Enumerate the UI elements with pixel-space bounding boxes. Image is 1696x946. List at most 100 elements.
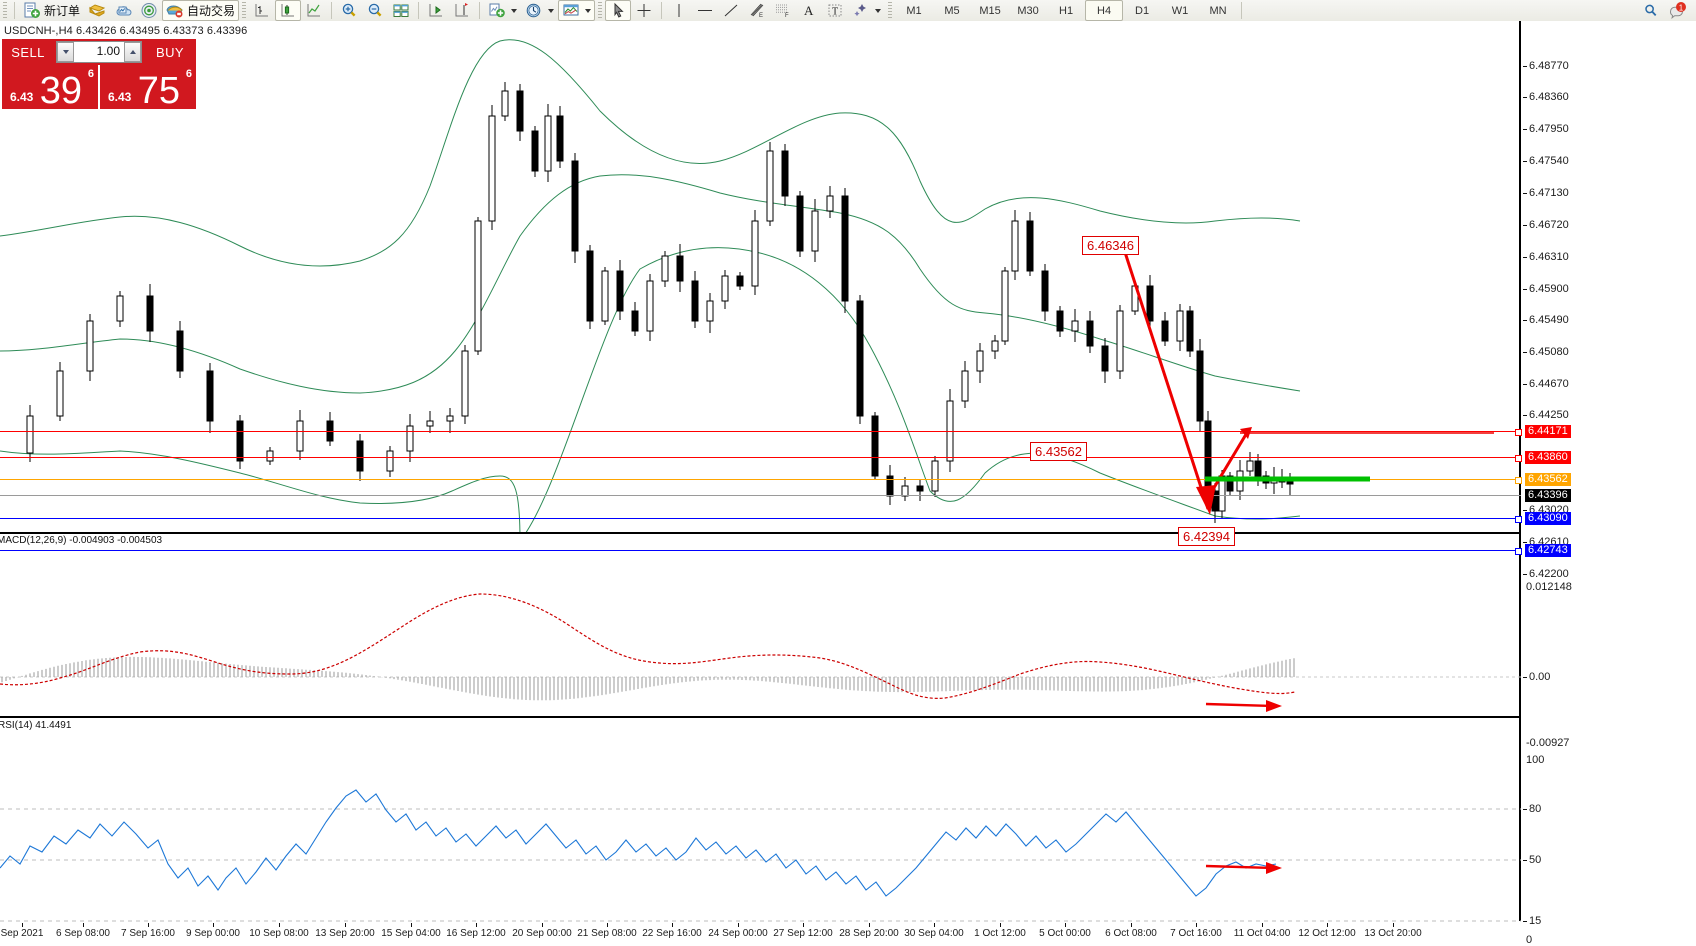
volume-value[interactable]: 1.00 [96,44,120,58]
price-scale[interactable]: 6.48770 6.48360 6.47950 6.47540 6.47130 … [1523,21,1696,946]
level-line-last-price [0,495,1521,496]
price-tick: 6.48770 [1523,60,1569,72]
alerts-button[interactable]: 1 [1664,0,1690,21]
time-label: 11 Oct 04:00 [1233,928,1291,939]
price-label-support-2[interactable]: 6.42743 [1525,544,1571,557]
svg-text:F: F [785,13,789,19]
level-handle-support-2[interactable] [1515,548,1522,555]
level-line-support-1[interactable] [0,518,1521,519]
trendline-button[interactable] [718,0,744,21]
price-label-support-1[interactable]: 6.43090 [1525,512,1571,525]
timeframe-mn[interactable]: MN [1209,4,1227,17]
time-label: 7 Oct 16:00 [1170,928,1222,939]
vertical-line-icon [678,4,680,17]
timeframe-m5[interactable]: M5 [944,4,960,17]
chevron-down-icon[interactable] [511,8,518,13]
timeframe-w1[interactable]: W1 [1171,4,1189,17]
volume-stepper[interactable]: 1.00 [56,41,142,63]
autotrading-button[interactable]: 自动交易 [162,0,240,21]
ask-quote[interactable]: 6.43 75 6 [100,65,196,112]
timeframe-m30[interactable]: M30 [1017,4,1039,17]
new-order-button[interactable]: 新订单 [19,0,84,21]
rsi-tick: 100 [1526,754,1545,766]
time-scale[interactable]: Sep 2021 6 Sep 08:00 7 Sep 16:00 9 Sep 00:0… [0,923,1521,946]
buy-button[interactable]: BUY [156,44,184,60]
timeframe-h4[interactable]: H4 [1085,0,1124,21]
crosshair-button[interactable] [631,0,657,21]
text-button[interactable]: A [796,0,822,21]
search-icon [1645,4,1657,17]
drawings-layer[interactable] [0,21,1521,532]
level-line-resistance-2[interactable] [0,457,1521,458]
chevron-down-icon-3[interactable] [585,8,592,13]
bar-chart-icon [255,4,269,17]
symbol-info-line: USDCNH-,H4 6.43426 6.43495 6.43373 6.433… [4,25,248,37]
timeframe-m15[interactable]: M15 [979,4,1001,17]
indicators-button[interactable] [484,0,521,21]
level-line-resistance-1[interactable] [0,431,1521,432]
timeframe-d1[interactable]: D1 [1135,4,1150,17]
annotation-low[interactable]: 6.42394 [1178,527,1235,546]
market-watch-button[interactable] [110,0,136,21]
text-label-button[interactable]: T [822,0,848,21]
plot-border [0,21,1521,921]
chevron-up-icon-volume [129,50,136,54]
bid-quote[interactable]: 6.43 39 6 [2,65,100,112]
volume-increase-button[interactable] [124,42,141,62]
toolbar-grip[interactable] [3,2,7,19]
toolbar-grip-2[interactable] [242,2,247,19]
navigator-icon [141,3,157,18]
profiles-button[interactable] [84,0,110,21]
chevron-down-icon-4[interactable] [875,8,882,13]
level-handle-support-1[interactable] [1515,516,1522,523]
ask-price-prefix: 6.43 [108,90,132,104]
level-line-pivot[interactable] [0,479,1521,480]
navigator-button[interactable] [136,0,162,21]
volume-decrease-button[interactable] [57,42,74,62]
price-label-pivot[interactable]: 6.43562 [1525,473,1571,486]
equidistant-channel-button[interactable]: E [744,0,770,21]
time-tick [83,923,84,927]
templates-button[interactable] [558,0,596,21]
candlestick-chart-button[interactable] [275,0,302,21]
shapes-button[interactable] [848,0,885,21]
toolbar-separator-5 [661,2,663,19]
chevron-down-icon-2[interactable] [548,8,555,13]
price-tick: 6.46310 [1523,251,1569,263]
timeframe-m1[interactable]: M1 [906,4,922,17]
cursor-button[interactable] [605,0,632,21]
period-button[interactable] [521,0,558,21]
toolbar-grip-3[interactable] [598,2,603,19]
pane-divider-macd [0,532,1521,534]
fibonacci-button[interactable]: F [770,0,796,21]
price-label-resistance-2[interactable]: 6.43860 [1525,451,1571,464]
time-tick [213,923,214,927]
level-handle-resistance-1[interactable] [1515,429,1522,436]
chart-area[interactable]: USDCNH-,H4 6.43426 6.43495 6.43373 6.433… [0,21,1696,946]
level-handle-resistance-2[interactable] [1515,455,1522,462]
annotation-high[interactable]: 6.46346 [1082,236,1139,255]
auto-scroll-icon [455,3,469,17]
zoom-in-button[interactable] [336,0,362,21]
macd-tick: 0.012148 [1526,581,1572,593]
tile-windows-button[interactable] [388,0,414,21]
price-label-resistance-1[interactable]: 6.44171 [1525,425,1571,438]
line-chart-button[interactable] [301,0,327,21]
toolbar-grip-4[interactable] [888,2,893,19]
level-line-support-2[interactable] [0,550,1521,551]
level-handle-pivot[interactable] [1515,477,1522,484]
timeframe-h1[interactable]: H1 [1059,4,1074,17]
shift-end-button[interactable] [423,0,449,21]
time-label: 22 Sep 16:00 [642,928,702,939]
bar-chart-button[interactable] [249,0,275,21]
vertical-line-button[interactable] [666,0,692,21]
annotation-mid[interactable]: 6.43562 [1030,442,1087,461]
zoom-out-button[interactable] [362,0,388,21]
one-click-trading-panel[interactable]: SELL 1.00 BUY 6.43 39 6 6.43 75 6 [2,39,196,112]
new-order-label: 新订单 [44,4,81,18]
search-button[interactable] [1638,0,1664,21]
horizontal-line-button[interactable] [692,0,718,21]
text-icon: A [804,3,814,18]
sell-button[interactable]: SELL [11,44,45,60]
auto-scroll-button[interactable] [449,0,475,21]
